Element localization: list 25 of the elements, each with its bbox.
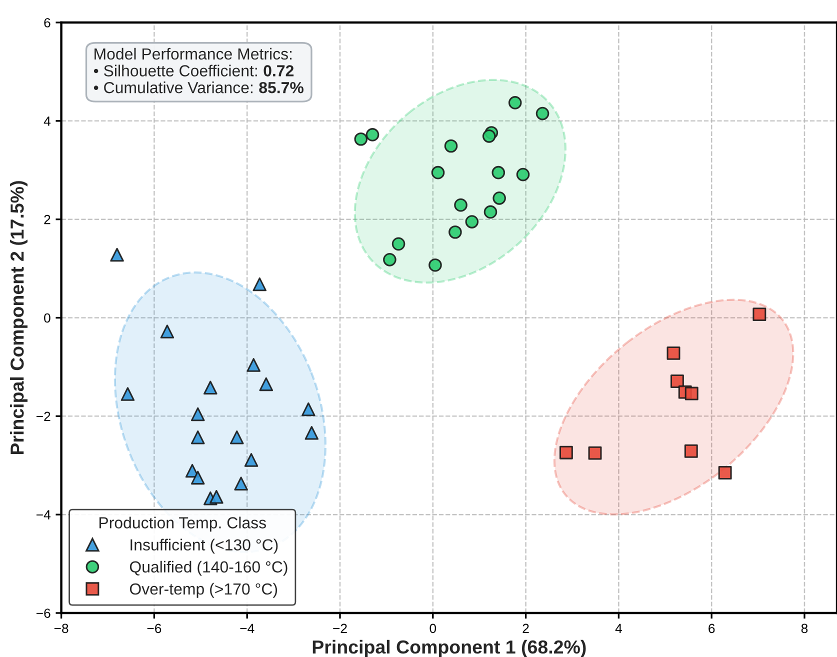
x-tick-label: 8 [801,624,808,634]
x-tick-label: −2 [333,624,347,633]
y-tick-label: 4 [44,116,50,126]
legend-label: Insufficient (<130 °C) [130,538,278,554]
legend-label: Over-temp (>170 °C) [130,582,278,598]
x-axis-title: Principal Component 1 (68.2%) [312,640,586,657]
x-tick-label: −4 [240,624,254,633]
y-tick-label: −6 [36,608,50,618]
annotation: • Silhouette Coefficient: 0.72 [94,64,294,76]
y-tick-label: 0 [44,313,50,323]
x-tick-label: −6 [147,624,162,634]
x-tick-label: 6 [708,624,715,634]
annotation: Model Performance Metrics: [94,48,292,60]
x-tick-label: 2 [522,624,529,633]
x-tick-label: −8 [54,624,68,634]
y-tick-label: 2 [44,214,50,224]
x-tick-label: 4 [615,624,622,633]
y-axis-title: Principal Component 2 (17.5%) [10,181,28,454]
x-tick-label: 0 [430,624,436,634]
legend-label: Qualified (140-160 °C) [130,560,288,576]
y-tick-label: −2 [36,412,50,421]
y-tick-label: 6 [44,18,50,28]
annotation: • Cumulative Variance: 85.7% [94,82,304,94]
y-tick-label: −4 [36,510,50,520]
legend-title: Production Temp. Class [99,516,266,532]
